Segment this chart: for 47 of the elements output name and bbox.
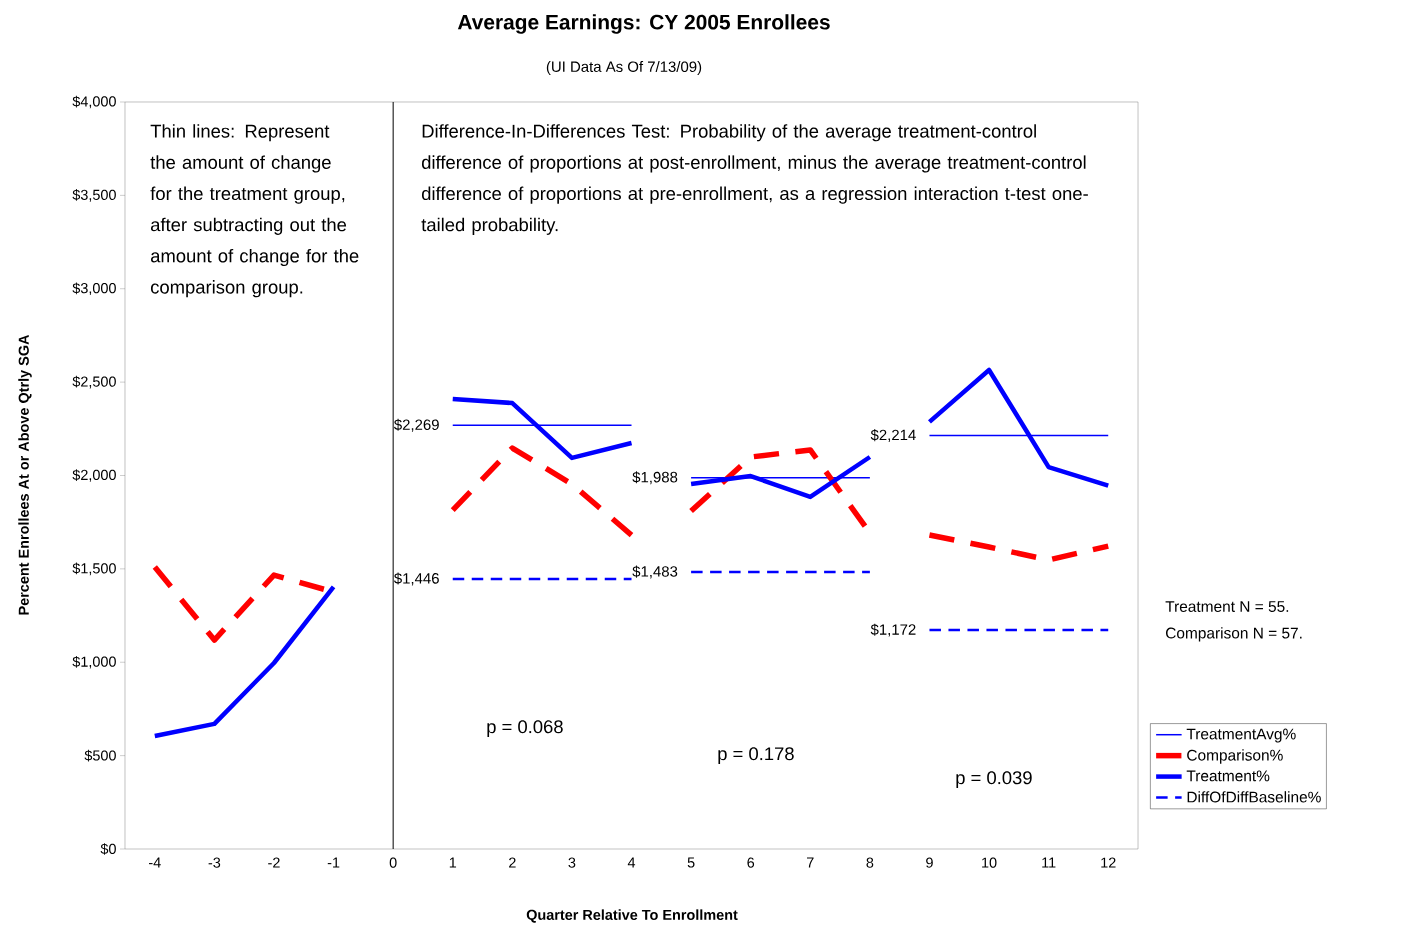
x-tick-label: -3 <box>208 857 221 868</box>
y-tick-label: $2,500 <box>72 375 116 389</box>
legend-label: Comparison% <box>1187 749 1283 764</box>
chart-subtitle: (UI Data As Of 7/13/09) <box>546 61 702 75</box>
annotation: p = 0.068 <box>487 720 563 737</box>
data-label: $1,988 <box>632 471 678 485</box>
x-tick-label: 12 <box>1101 857 1116 868</box>
data-label: $1,483 <box>632 565 678 579</box>
legend-label: Treatment% <box>1186 770 1270 782</box>
y-tick-label: $3,500 <box>72 189 116 202</box>
x-tick-label: 0 <box>389 857 397 868</box>
legend-label: DiffOfDiffBaseline% <box>1187 791 1321 803</box>
annotation: Thin lines: Represent the amount of change for the treatment group, after subtracting out the amount of change for the comparison group. <box>150 124 359 298</box>
y-tick-label: $2,000 <box>72 469 116 482</box>
x-tick-label: 11 <box>1042 857 1056 868</box>
x-tick-label: -1 <box>327 857 340 868</box>
chart-title: Average Earnings: CY 2005 Enrollees <box>457 14 830 34</box>
annotation: p = 0.178 <box>718 747 794 764</box>
text: Treatment N = 55. <box>1165 601 1289 612</box>
annotation: p = 0.039 <box>956 771 1032 788</box>
legend-label: TreatmentAvg% <box>1186 728 1296 743</box>
y-tick-label: $1,000 <box>72 655 116 669</box>
data-label: $1,446 <box>393 572 439 586</box>
annotation: Difference-In-Differences Test: Probability of the average treatment-control difference of proportions at post-enrollment, minus the average treatment-control difference of proportions at pre-enrollment, as a regression interaction t-test one-tailed probability. <box>421 124 1088 235</box>
x-axis-title: Quarter Relative To Enrollment <box>526 909 738 923</box>
x-tick-label: 6 <box>747 857 755 868</box>
text: Comparison N = 57. <box>1166 627 1302 642</box>
data-label: $2,214 <box>870 429 916 443</box>
y-tick-label: $0 <box>100 843 116 855</box>
data-label: $1,172 <box>870 623 916 637</box>
data-label: $2,269 <box>393 418 439 432</box>
x-tick-label: 4 <box>627 857 636 868</box>
y-tick-label: $1,500 <box>72 562 116 576</box>
x-tick-label: 1 <box>449 857 457 868</box>
x-tick-label: 2 <box>509 857 516 868</box>
x-tick-label: -2 <box>268 857 280 868</box>
y-tick-label: $500 <box>84 749 116 762</box>
y-axis-title: Percent Enrollees At or Above Qtrly SGA <box>18 334 32 615</box>
x-tick-label: 7 <box>807 857 814 868</box>
x-tick-label: 5 <box>687 857 695 868</box>
x-tick-label: 8 <box>866 857 874 868</box>
x-tick-label: -4 <box>149 857 161 868</box>
x-tick-label: 9 <box>926 857 933 868</box>
y-tick-label: $4,000 <box>72 95 116 109</box>
y-tick-label: $3,000 <box>72 282 116 296</box>
x-tick-label: 10 <box>982 857 997 868</box>
x-tick-label: 3 <box>568 857 576 868</box>
